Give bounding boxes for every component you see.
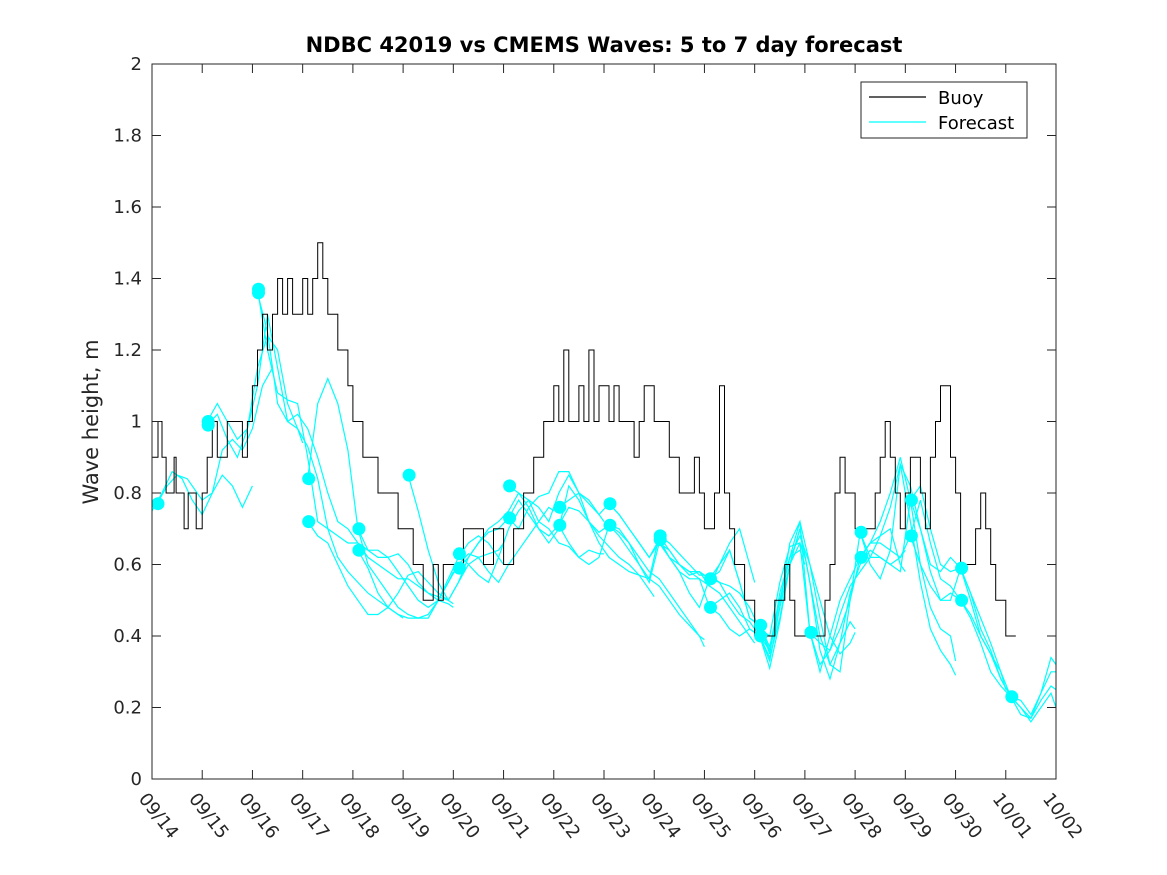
forecast-start-marker-19 (653, 533, 667, 546)
forecast-line-6 (307, 376, 505, 609)
forecast-start-marker-27 (904, 493, 918, 507)
legend-forecast-label: Forecast (938, 113, 1014, 134)
y-tick-label: 2 (131, 54, 142, 75)
forecast-line-10 (407, 474, 604, 602)
y-tick-label: 1 (131, 412, 142, 433)
forecast-start-marker-0 (152, 497, 165, 511)
y-tick-label: 0.4 (113, 626, 142, 647)
forecast-start-marker-4 (252, 286, 265, 300)
forecast-start-marker-28 (904, 529, 918, 543)
chart-title: NDBC 42019 vs CMEMS Waves: 5 to 7 day fo… (306, 33, 903, 57)
forecast-line-3 (206, 314, 404, 619)
forecast-start-marker-23 (754, 629, 768, 643)
forecast-start-marker-25 (854, 525, 868, 539)
y-tick-label: 0.2 (113, 698, 142, 719)
forecast-start-marker-17 (603, 518, 617, 532)
buoy-line (152, 242, 1016, 637)
y-tick-label: 1.6 (113, 197, 142, 218)
plot-area (152, 242, 1056, 723)
forecast-start-marker-13 (503, 511, 517, 525)
forecast-start-marker-5 (302, 472, 316, 486)
forecast-start-marker-20 (704, 572, 717, 586)
forecast-start-marker-16 (603, 497, 617, 511)
forecast-line-24 (759, 464, 957, 676)
forecast-start-marker-22 (754, 618, 768, 632)
forecast-start-marker-24 (804, 625, 818, 639)
legend-box (860, 81, 1028, 139)
y-tick-label: 1.4 (113, 269, 142, 290)
forecast-start-marker-2 (201, 418, 215, 432)
plot-series-group (152, 242, 1056, 723)
forecast-start-marker-6 (302, 515, 316, 529)
forecast-line-5 (256, 289, 454, 608)
forecast-start-marker-10 (452, 547, 466, 561)
forecast-line-29 (909, 535, 1056, 720)
forecast-line-1 (152, 367, 274, 516)
forecast-start-marker-21 (704, 600, 717, 614)
forecast-line-7 (307, 521, 505, 616)
forecast-start-marker-7 (352, 522, 366, 536)
forecast-line-14 (508, 471, 705, 641)
y-tick-label: 1.8 (113, 126, 142, 147)
forecast-line-21 (709, 521, 906, 673)
y-axis-label: Wave height, m (79, 339, 103, 504)
forecast-line-11 (457, 473, 605, 584)
y-tick-label: 0.8 (113, 483, 142, 504)
y-tick-label: 1.2 (113, 340, 142, 361)
legend-buoy-label: Buoy (938, 88, 984, 109)
forecast-line-22 (709, 528, 906, 681)
forecast-start-marker-8 (352, 543, 366, 557)
forecast-start-marker-26 (854, 550, 868, 564)
y-tick-label: 0 (131, 769, 142, 790)
legend: Buoy Forecast (860, 81, 1028, 139)
forecast-line-28 (909, 499, 1056, 723)
y-tick-label: 0.6 (113, 555, 142, 576)
forecast-start-marker-29 (955, 561, 969, 575)
forecast-start-marker-12 (503, 479, 517, 493)
forecast-start-marker-11 (452, 561, 466, 575)
forecast-start-marker-31 (1005, 690, 1019, 704)
forecast-start-marker-9 (402, 468, 416, 482)
forecast-start-marker-30 (955, 593, 969, 607)
forecast-start-marker-14 (553, 500, 567, 514)
forecast-start-marker-15 (553, 518, 567, 532)
